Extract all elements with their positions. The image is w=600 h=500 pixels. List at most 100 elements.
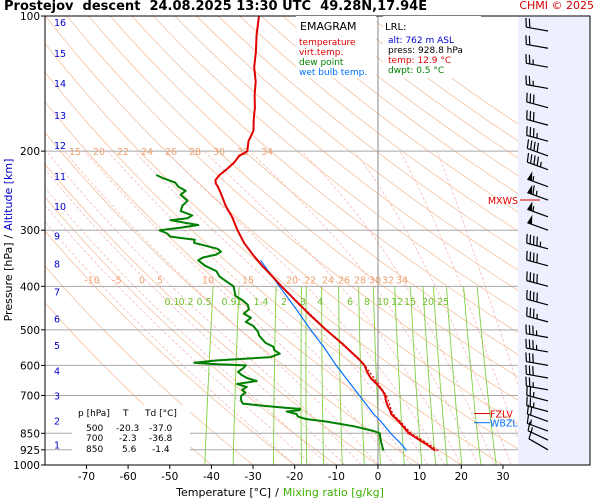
- altitude-tick-label: 9: [54, 231, 60, 242]
- dry-adiabat: [88, 16, 545, 395]
- x-label-temp: Temperature [°C]: [175, 486, 271, 499]
- lrl-box: LRL: alt: 762 m ASL press: 928.8 hPa tem…: [383, 16, 481, 78]
- dry-adiabat: [66, 16, 545, 418]
- legend-item-dew-point: dew point: [299, 58, 344, 68]
- wind-barb: [525, 352, 549, 366]
- legend-box-bg: [296, 16, 376, 78]
- table-cell: 5.6: [122, 445, 137, 455]
- wind-barb-shaft: [526, 118, 549, 126]
- legend-item-virt-temp: virt.temp.: [299, 48, 343, 58]
- wind-barb: [526, 250, 549, 267]
- theta-label: 20: [286, 275, 298, 286]
- x-label-mix: Mixing ratio [g/kg]: [283, 486, 384, 499]
- temperature-tick-label: -70: [78, 471, 95, 483]
- theta-label: 26: [165, 147, 177, 158]
- y-axis-label: Pressure [hPa] / Altitude [km]: [2, 159, 15, 322]
- theta-label: 24: [322, 275, 334, 286]
- wind-barb: [526, 396, 549, 413]
- table-cell: -2.3: [119, 434, 137, 444]
- wind-barb: [525, 35, 549, 49]
- wind-barb-shaft: [526, 134, 549, 142]
- dry-adiabat: [260, 16, 545, 230]
- moist-adiabat: [436, 151, 545, 465]
- wind-barb: [526, 386, 549, 402]
- pressure-tick-label: 300: [20, 225, 40, 237]
- legend-title: EMAGRAM: [300, 20, 357, 33]
- legend-item-temperature: temperature: [299, 38, 356, 48]
- wind-barb-shaft: [526, 280, 549, 287]
- wind-barb-shaft: [526, 101, 549, 109]
- moist-adiabat: [45, 221, 295, 465]
- pressure-tick-label: 850: [20, 428, 40, 440]
- pressure-tick-label: 400: [20, 281, 40, 293]
- wind-barb-shaft: [526, 84, 549, 90]
- table-cell: 500: [86, 424, 103, 434]
- wind-barb: [526, 233, 549, 250]
- altitude-tick-label: 14: [54, 79, 66, 90]
- y-label-sep: /: [2, 234, 15, 238]
- altitude-tick-label: 7: [54, 288, 60, 299]
- wind-barb: [526, 153, 549, 171]
- wind-barb: [527, 214, 549, 231]
- pressure-tick-label: 100: [20, 11, 40, 23]
- y-label-altitude: Altitude [km]: [2, 159, 15, 231]
- level-marker-label: MXWS: [488, 196, 518, 207]
- theta-label: 10: [202, 275, 214, 286]
- mixing-ratio-label: 4: [317, 297, 323, 308]
- wind-barb-feather: [526, 139, 530, 149]
- profile-series: [155, 16, 439, 452]
- wind-barb-pennant: [527, 201, 533, 211]
- wind-barb-shaft: [526, 242, 549, 250]
- wind-barb-feather: [533, 141, 536, 151]
- chart-title: Prostejov descent 24.08.2025 13:30 UTC 4…: [4, 0, 428, 14]
- wind-barb: [525, 17, 549, 32]
- theta-label: 30: [369, 275, 381, 286]
- temperature-tick-label: -40: [203, 471, 220, 483]
- mixing-ratio-label: 12: [391, 297, 403, 308]
- theta-label: 15: [242, 275, 254, 286]
- wind-barb-feather: [527, 421, 531, 431]
- y-label-pressure: Pressure [hPa]: [2, 242, 15, 321]
- wind-barb-pennant: [527, 184, 533, 195]
- legend-item-wet-bulb: wet bulb temp.: [299, 68, 367, 78]
- table-header-p: p [hPa]: [78, 409, 110, 419]
- wind-barb-feather: [526, 414, 530, 424]
- theta-label: 22: [304, 275, 316, 286]
- mixing-ratio-label: 3: [300, 297, 306, 308]
- mixing-ratio-label: 15: [404, 297, 416, 308]
- x-axis-label: Temperature [°C] / Mixing ratio [g/kg]: [175, 486, 384, 499]
- wind-barb-half-feather: [539, 161, 542, 168]
- wind-barb-shaft: [526, 43, 549, 49]
- wind-barb-feather: [533, 155, 536, 165]
- pressure-tick-label: 200: [20, 146, 40, 158]
- axes: 1002003004005006007008509251000123456789…: [13, 11, 509, 483]
- series-dew-point: [155, 174, 385, 451]
- table-header-t: T: [122, 409, 129, 419]
- mixing-ratio-label: 0.5: [196, 297, 211, 308]
- mixing-ratio-labels: 0.10.2 0.5 0.9 1 1.4 2 3 4 6 8 10 12 15 20 25: [164, 297, 449, 308]
- wind-barb-feather: [532, 185, 535, 195]
- table-cell: -1.4: [152, 445, 170, 455]
- dry-adiabat: [217, 16, 545, 268]
- wind-barb-shaft: [526, 394, 549, 402]
- dry-adiabat: [109, 16, 545, 372]
- altitude-tick-label: 5: [54, 341, 60, 352]
- pressure-tick-label: 1000: [13, 460, 40, 472]
- theta-label: 30: [213, 147, 225, 158]
- wind-barb: [525, 75, 549, 90]
- theta-label: 15: [69, 147, 81, 158]
- wind-barb-shaft: [526, 333, 549, 339]
- lrl-temperature: temp: 12.9 °C: [388, 56, 451, 66]
- moist-adiabat: [45, 204, 312, 465]
- theta-label: 28: [189, 147, 201, 158]
- pressure-gridlines: [45, 150, 545, 451]
- wind-barb-half-feather: [532, 176, 535, 182]
- theta-label: 0: [139, 275, 145, 286]
- theta-label: 34: [396, 275, 408, 286]
- wind-barbs: [525, 17, 549, 451]
- wind-barb: [526, 139, 549, 157]
- level-marker-label: FZLV: [490, 410, 513, 421]
- wind-barb-shaft: [527, 161, 549, 171]
- wind-barb: [526, 414, 549, 432]
